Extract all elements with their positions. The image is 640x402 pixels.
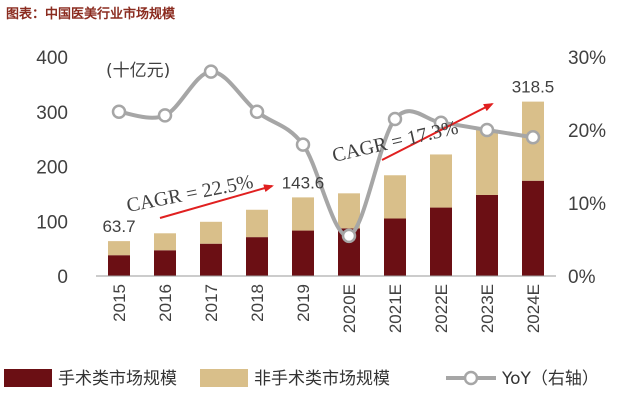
bar-surgical	[246, 237, 268, 276]
yoy-point	[341, 228, 357, 244]
left-axis-tick-label: 400	[36, 48, 68, 69]
x-tick-label: 2019	[294, 284, 313, 322]
yoy-point	[433, 115, 449, 130]
left-axis-tick-label: 0	[57, 267, 68, 288]
x-tick-label: 2017	[202, 284, 221, 322]
bar-surgical	[292, 230, 314, 276]
yoy-point	[203, 64, 219, 79]
x-tick-label: 2020E	[340, 284, 359, 333]
x-tick-label: 2022E	[432, 284, 451, 333]
legend-label-surgical: 手术类市场规模	[58, 369, 177, 389]
bar-surgical	[154, 250, 176, 276]
x-tick-label: 2015	[110, 284, 129, 322]
x-tick-label: 2021E	[386, 284, 405, 333]
bar-non-surgical	[476, 129, 498, 195]
yoy-point	[249, 104, 265, 119]
yoy-line	[118, 69, 534, 238]
left-axis-tick-label: 100	[36, 212, 68, 233]
bar-non-surgical	[154, 233, 176, 251]
right-axis-tick-label: 0%	[568, 267, 596, 288]
bar-surgical	[522, 180, 544, 276]
bar-non-surgical	[384, 175, 406, 219]
legend-swatch-non-surgical	[200, 369, 248, 387]
x-tick-label: 2023E	[478, 284, 497, 333]
yoy-point	[387, 111, 403, 127]
figure-title: 图表：中国医美行业市场规模	[6, 7, 176, 22]
left-axis-tick-label: 300	[36, 103, 68, 124]
cagr-arrow-1	[159, 184, 274, 219]
right-axis-tick-label: 10%	[568, 194, 606, 215]
bar-surgical	[430, 207, 452, 276]
cagr-arrow-2	[381, 103, 494, 161]
legend-swatch-surgical	[4, 369, 52, 387]
x-tick-label: 2024E	[524, 284, 543, 333]
right-axis-tick-label: 30%	[568, 48, 606, 69]
bar-non-surgical	[246, 209, 268, 238]
legend-marker-yoy	[463, 370, 479, 386]
bar-non-surgical	[292, 197, 314, 231]
data-label: 318.5	[512, 78, 555, 97]
bar-surgical	[476, 194, 498, 276]
x-tick-label: 2018	[248, 284, 267, 322]
yoy-point	[479, 122, 495, 138]
legend-label-non-surgical: 非手术类市场规模	[254, 369, 390, 389]
bar-surgical	[384, 218, 406, 276]
legend-label-yoy: YoY（右轴）	[501, 369, 599, 389]
x-tick-label: 2016	[156, 284, 175, 322]
data-label: 63.7	[102, 217, 135, 236]
right-axis-tick-label: 20%	[568, 121, 606, 142]
bar-non-surgical	[430, 154, 452, 208]
yoy-point	[295, 137, 311, 152]
yoy-point	[111, 104, 127, 119]
unit-label: (十亿元)	[106, 61, 170, 81]
data-label: 143.6	[282, 173, 325, 192]
bar-non-surgical	[200, 221, 222, 244]
bar-non-surgical	[108, 241, 130, 256]
yoy-point	[157, 108, 173, 123]
left-axis-tick-label: 200	[36, 158, 68, 179]
bar-non-surgical	[338, 193, 360, 229]
bar-surgical	[200, 243, 222, 276]
yoy-point	[525, 130, 541, 145]
bar-surgical	[108, 255, 130, 276]
